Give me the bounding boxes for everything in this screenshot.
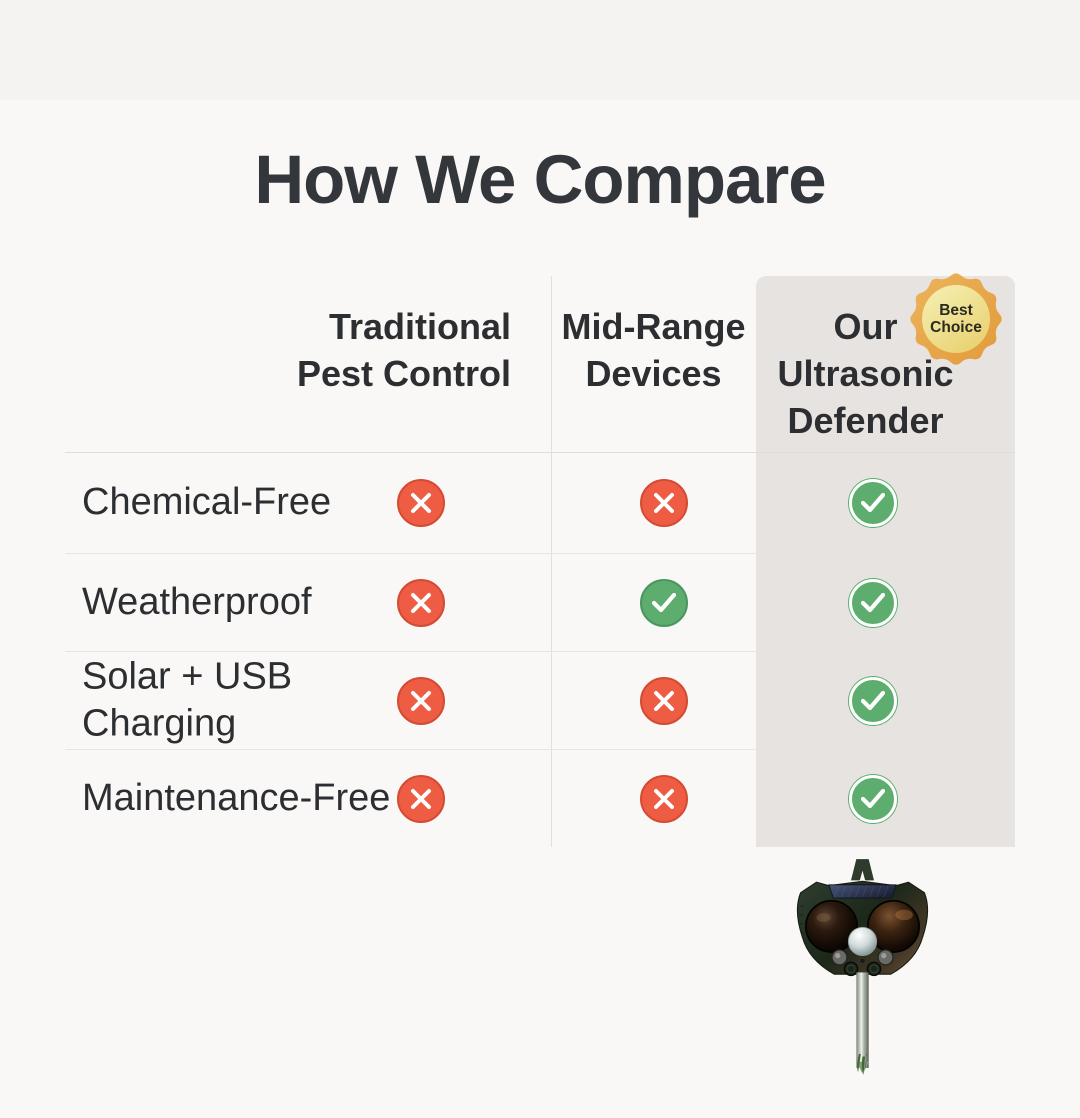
svg-text:Best: Best bbox=[939, 302, 973, 319]
svg-text:Choice: Choice bbox=[930, 319, 982, 336]
